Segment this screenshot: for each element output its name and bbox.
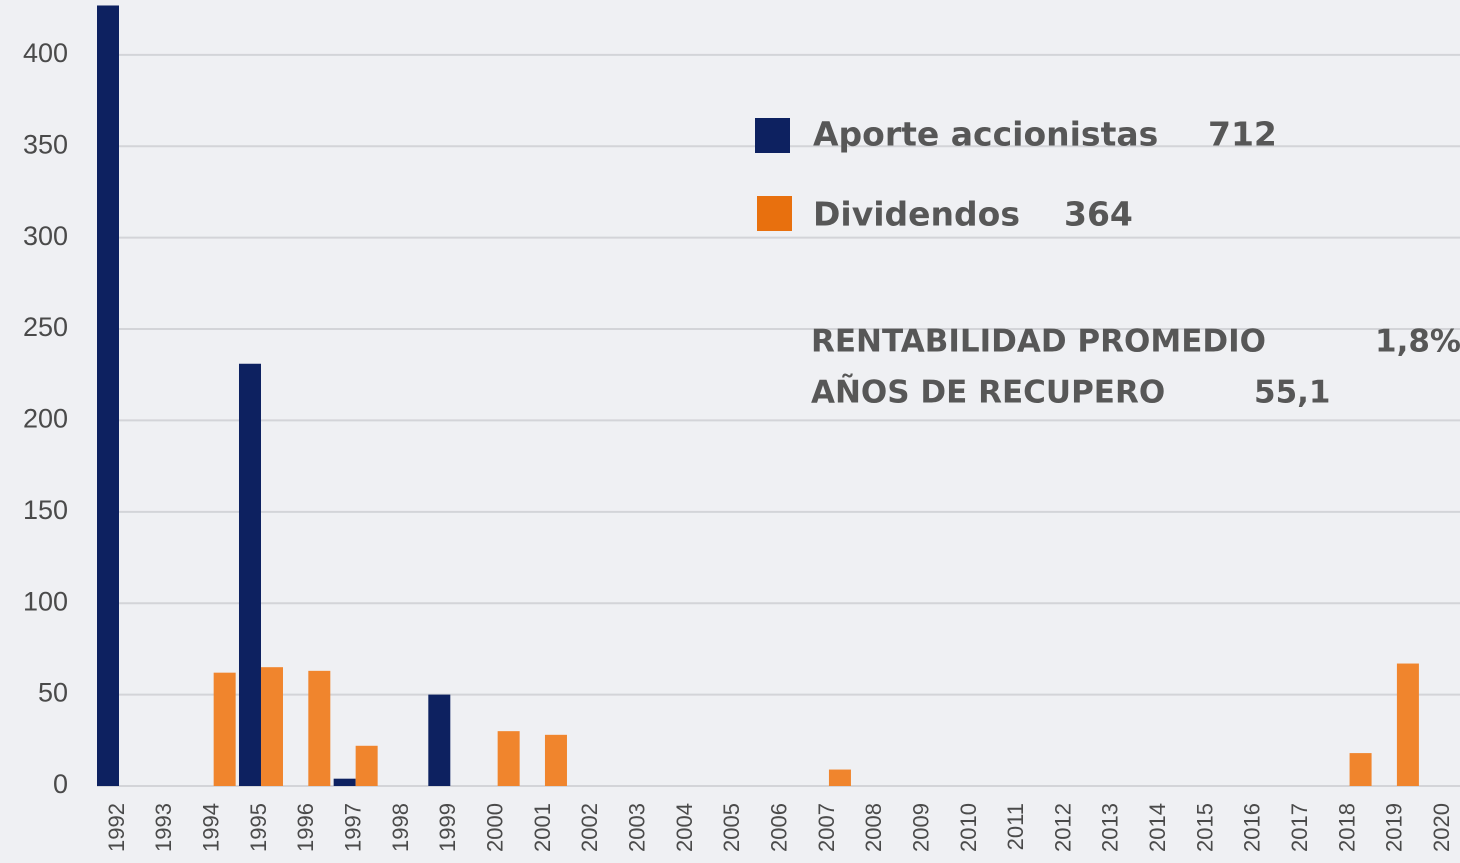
y-tick-label: 350 bbox=[23, 129, 68, 159]
bar bbox=[1396, 663, 1419, 786]
y-tick-label: 100 bbox=[23, 586, 68, 616]
x-tick-label: 2008 bbox=[861, 803, 886, 852]
x-tick-label: 2007 bbox=[814, 803, 839, 852]
x-tick-label: 2005 bbox=[719, 803, 744, 852]
bar bbox=[428, 694, 451, 786]
x-tick-label: 2013 bbox=[1098, 803, 1123, 852]
x-tick-label: 1997 bbox=[340, 803, 365, 852]
x-tick-label: 2001 bbox=[530, 803, 555, 852]
bar bbox=[308, 670, 331, 786]
bar bbox=[355, 745, 378, 786]
bar bbox=[213, 672, 236, 786]
legend-label: Dividendos bbox=[813, 195, 1020, 234]
x-tick-label: 2014 bbox=[1145, 803, 1170, 852]
x-tick-label: 1994 bbox=[198, 803, 223, 852]
y-tick-label: 300 bbox=[23, 221, 68, 251]
annotation-label: RENTABILIDAD PROMEDIO bbox=[811, 324, 1266, 360]
annotation-value: 55,1 bbox=[1254, 375, 1331, 411]
x-tick-label: 2016 bbox=[1240, 803, 1265, 852]
x-tick-label: 2012 bbox=[1050, 803, 1075, 852]
legend-total: 364 bbox=[1064, 195, 1133, 234]
legend-label: Aporte accionistas bbox=[813, 115, 1158, 154]
x-tick-label: 2019 bbox=[1382, 803, 1407, 852]
x-tick-label: 1995 bbox=[246, 803, 271, 852]
x-tick-label: 1993 bbox=[151, 803, 176, 852]
x-tick-label: 2000 bbox=[482, 803, 507, 852]
x-tick-label: 2009 bbox=[908, 803, 933, 852]
x-tick-label: 2018 bbox=[1334, 803, 1359, 852]
annotation-value: 1,8% bbox=[1375, 324, 1460, 360]
bar bbox=[97, 5, 119, 787]
x-tick-label: 2003 bbox=[624, 803, 649, 852]
bar bbox=[260, 667, 283, 786]
y-tick-label: 200 bbox=[23, 404, 68, 434]
bar bbox=[544, 734, 567, 786]
bar bbox=[238, 363, 261, 786]
x-tick-label: 1996 bbox=[293, 803, 318, 852]
x-tick-label: 1992 bbox=[104, 803, 129, 852]
x-tick-label: 2006 bbox=[766, 803, 791, 852]
legend-total: 712 bbox=[1208, 115, 1277, 154]
y-tick-label: 150 bbox=[23, 495, 68, 525]
x-tick-label: 2010 bbox=[956, 803, 981, 852]
x-tick-label: 2017 bbox=[1287, 803, 1312, 852]
x-tick-label: 2015 bbox=[1192, 803, 1217, 852]
legend-swatch bbox=[755, 118, 790, 153]
bar bbox=[1349, 753, 1372, 786]
bar bbox=[333, 778, 356, 786]
bar bbox=[497, 731, 520, 786]
y-tick-label: 250 bbox=[23, 312, 68, 342]
bar bbox=[828, 769, 851, 786]
y-tick-label: 400 bbox=[23, 38, 68, 68]
y-tick-label: 0 bbox=[53, 769, 68, 799]
x-tick-label: 1998 bbox=[388, 803, 413, 852]
x-tick-label: 2002 bbox=[577, 803, 602, 852]
annotation-label: AÑOS DE RECUPERO bbox=[811, 374, 1165, 411]
y-tick-label: 50 bbox=[38, 678, 68, 708]
x-tick-label: 1999 bbox=[435, 803, 460, 852]
x-tick-label: 2020 bbox=[1429, 803, 1454, 852]
x-tick-label: 2011 bbox=[1003, 803, 1028, 850]
x-tick-label: 2004 bbox=[672, 803, 697, 852]
legend-swatch bbox=[757, 196, 792, 231]
